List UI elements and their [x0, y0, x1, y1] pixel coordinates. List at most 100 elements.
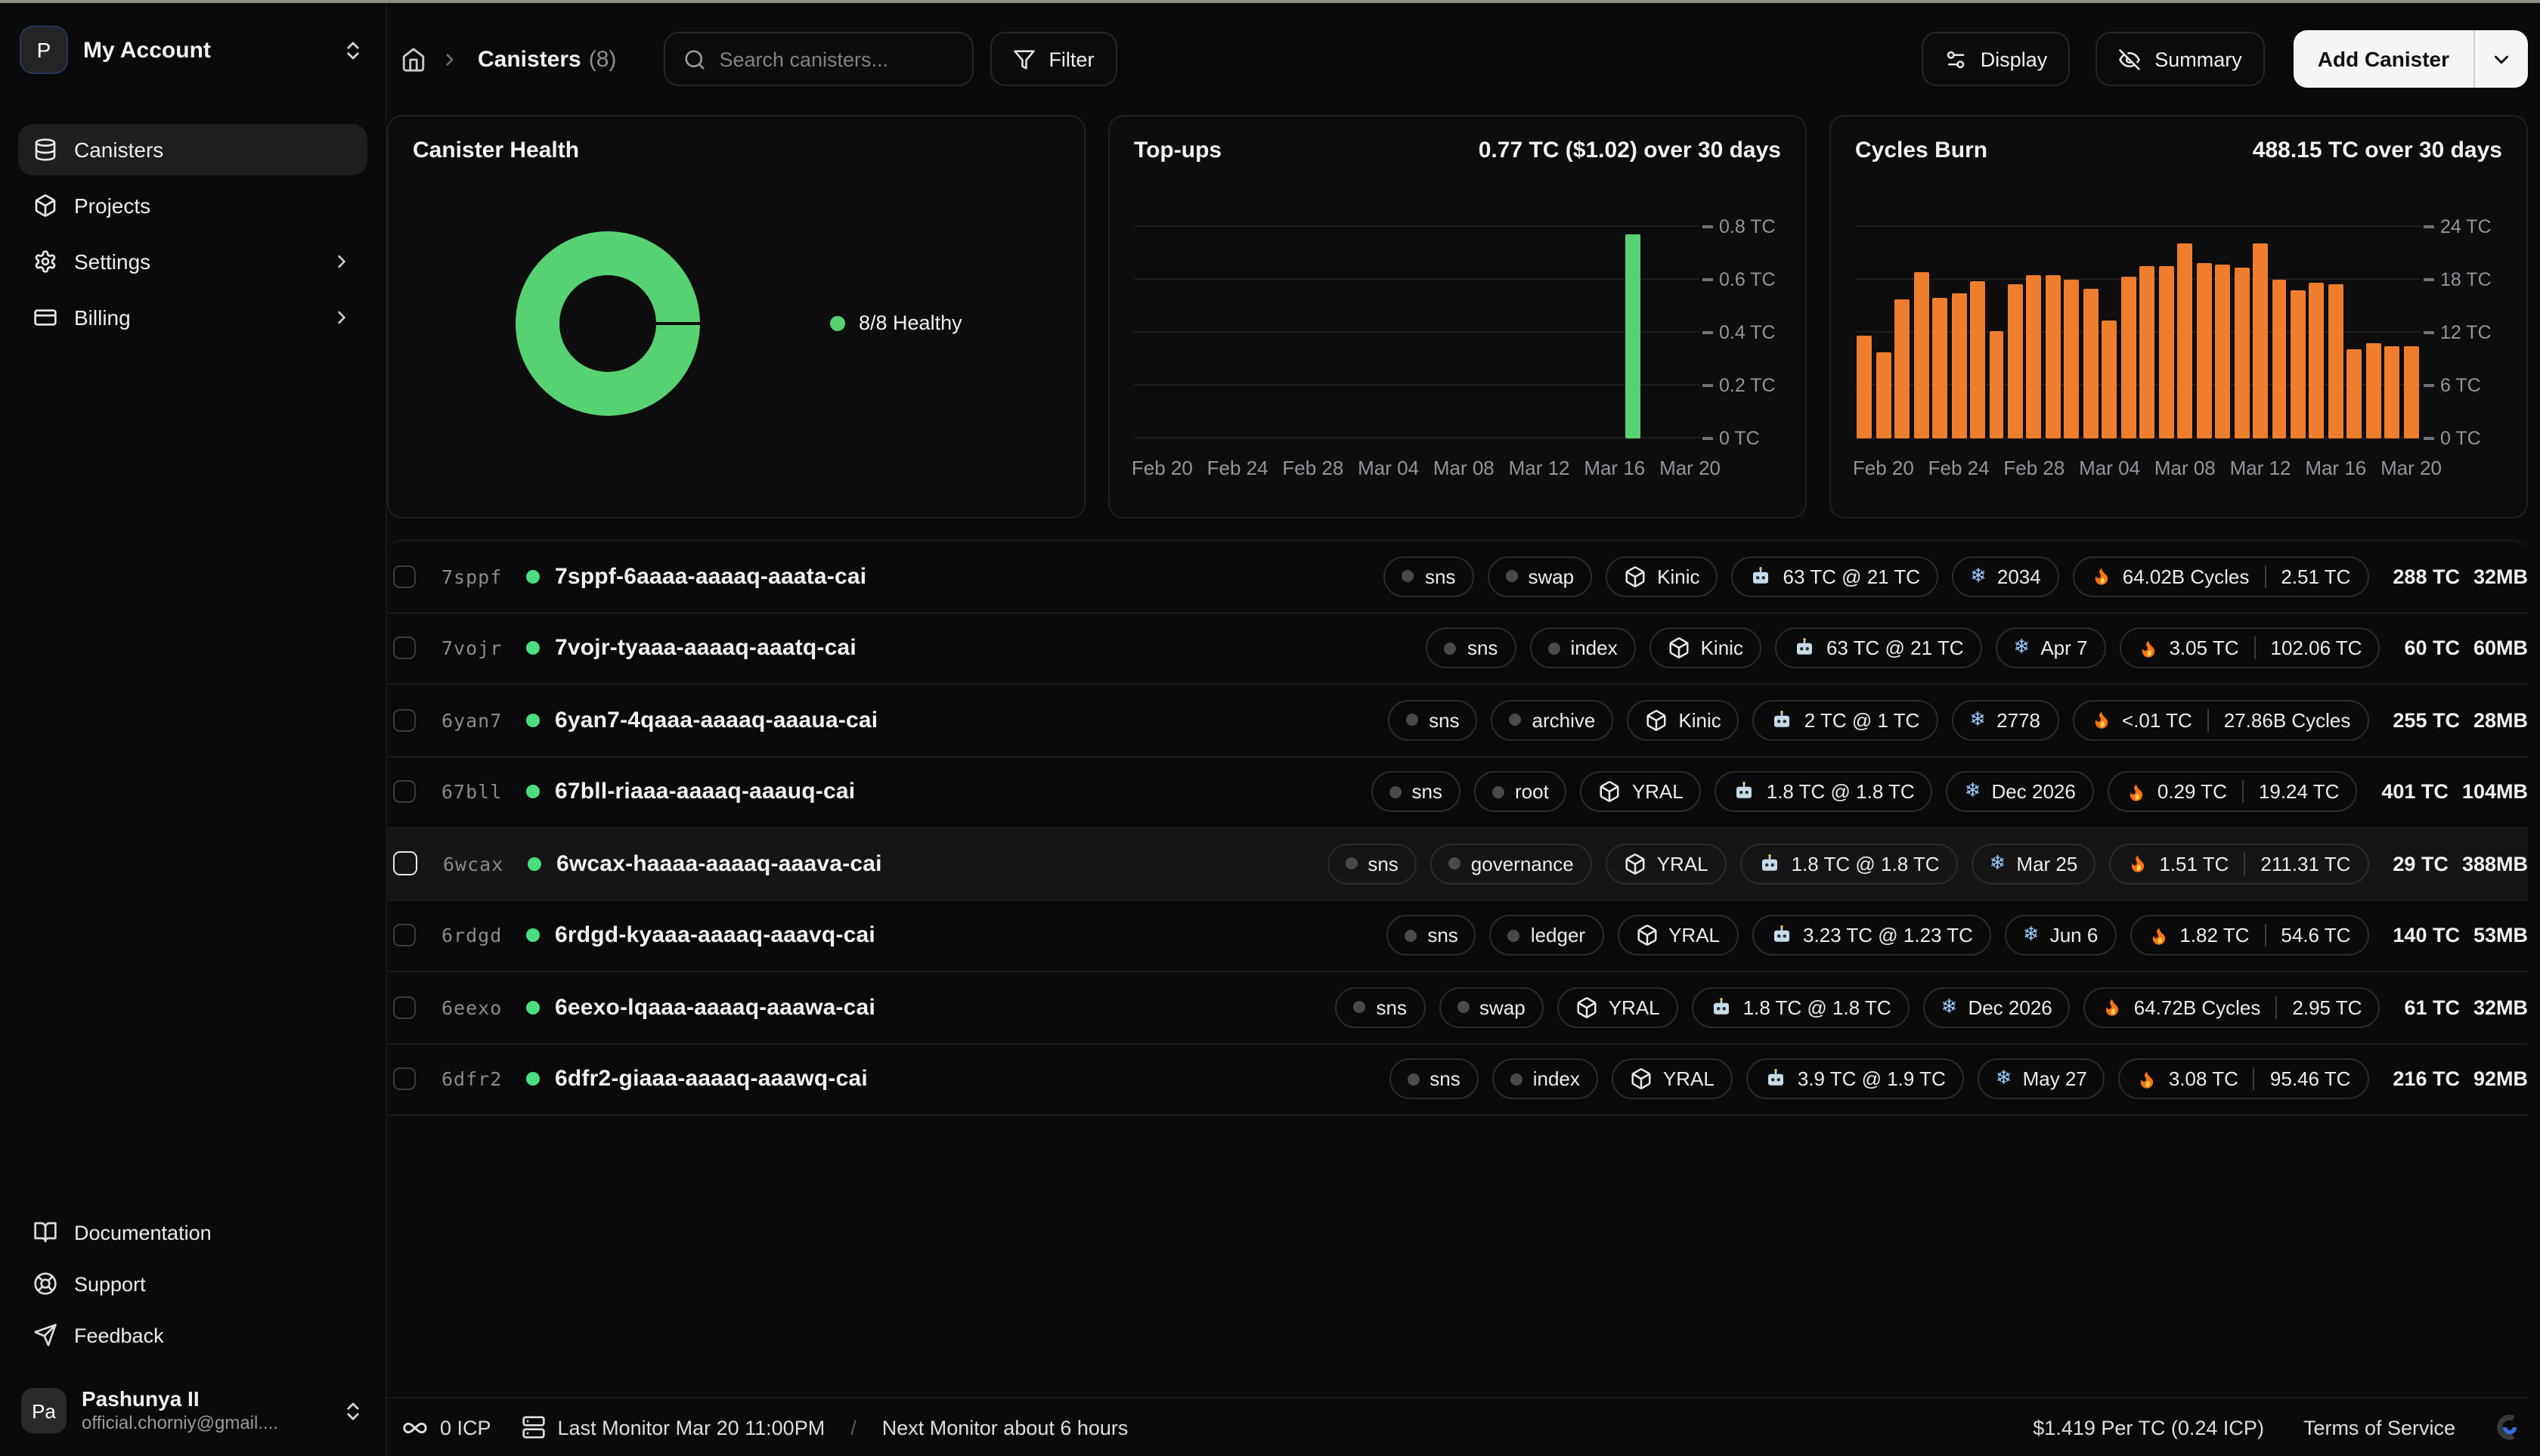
- burn-pill[interactable]: <.01 TC 27.86B Cycles: [2072, 699, 2369, 741]
- canister-id: 6eexo-lqaaa-aaaaq-aaawa-cai: [555, 994, 875, 1021]
- row-checkbox[interactable]: [393, 851, 417, 876]
- table-row[interactable]: 7sppf 7sppf-6aaaa-aaaaq-aaata-cai sns swap K…: [387, 541, 2528, 613]
- freeze-pill[interactable]: ❄ Apr 7: [1995, 627, 2106, 669]
- tag-pill[interactable]: archive: [1491, 699, 1614, 741]
- search-input[interactable]: [719, 48, 954, 70]
- freeze-pill[interactable]: ❄ May 27: [1977, 1058, 2105, 1100]
- tag-pill[interactable]: sns: [1371, 771, 1460, 813]
- burn-pill[interactable]: 64.72B Cycles 2.95 TC: [2083, 987, 2380, 1028]
- topup-rule-pill[interactable]: 63 TC @ 21 TC: [1731, 556, 1939, 597]
- tag-pill[interactable]: sns: [1327, 843, 1417, 884]
- sidebar-item-canisters[interactable]: Canisters: [18, 124, 367, 175]
- tag-pill[interactable]: sns: [1335, 987, 1425, 1028]
- tag-pill[interactable]: ledger: [1489, 915, 1604, 956]
- freeze-pill[interactable]: ❄ Dec 2026: [1922, 987, 2071, 1028]
- project-pill[interactable]: Kinic: [1606, 556, 1718, 597]
- user-menu[interactable]: Pa Pashunya II official.chorniy@gmail...…: [21, 1386, 364, 1435]
- row-checkbox[interactable]: [393, 780, 416, 804]
- row-checkbox[interactable]: [393, 708, 416, 732]
- burn-pill[interactable]: 64.02B Cycles 2.51 TC: [2072, 556, 2369, 597]
- sidebar-item-settings[interactable]: Settings: [18, 236, 367, 287]
- table-row[interactable]: 6yan7 6yan7-4qaaa-aaaaq-aaaua-cai sns archi…: [387, 685, 2528, 757]
- summary-button[interactable]: Summary: [2096, 32, 2265, 86]
- freeze-pill[interactable]: ❄ Jun 6: [2004, 915, 2117, 956]
- account-switcher[interactable]: P My Account: [21, 21, 364, 79]
- topup-rule-pill[interactable]: 2 TC @ 1 TC: [1752, 699, 1938, 741]
- sidebar-item-documentation[interactable]: Documentation: [18, 1211, 367, 1253]
- sidebar-item-billing[interactable]: Billing: [18, 292, 367, 343]
- table-row[interactable]: 6wcax 6wcax-haaaa-aaaaq-aaava-cai sns gover…: [387, 829, 2528, 900]
- box-icon: [1635, 925, 1658, 947]
- tag-label: governance: [1470, 852, 1574, 875]
- project-pill[interactable]: YRAL: [1605, 843, 1727, 884]
- topup-rule-value: 3.23 TC @ 1.23 TC: [1803, 924, 1973, 947]
- tag-pill[interactable]: sns: [1389, 1058, 1479, 1100]
- tag-pill[interactable]: swap: [1439, 987, 1544, 1028]
- row-checkbox[interactable]: [393, 565, 416, 588]
- tag-pill[interactable]: sns: [1386, 915, 1476, 956]
- home-icon[interactable]: [401, 46, 426, 72]
- project-pill[interactable]: Kinic: [1627, 699, 1739, 741]
- terms-of-service-link[interactable]: Terms of Service: [2303, 1416, 2455, 1439]
- project-pill[interactable]: Kinic: [1649, 627, 1761, 669]
- y-tick-label: 0.2 TC: [1702, 375, 1776, 396]
- tag-dot: [1406, 714, 1419, 726]
- box-icon: [1599, 781, 1622, 804]
- tag-pill[interactable]: sns: [1383, 556, 1474, 597]
- table-row[interactable]: 6eexo 6eexo-lqaaa-aaaaq-aaawa-cai sns swap Y…: [387, 972, 2528, 1044]
- row-checkbox[interactable]: [393, 1067, 416, 1091]
- sidebar-item-feedback[interactable]: Feedback: [18, 1314, 367, 1356]
- topup-rule-pill[interactable]: 1.8 TC @ 1.8 TC: [1714, 771, 1933, 813]
- cycles-balance: 140 TC: [2393, 924, 2460, 947]
- table-row[interactable]: 6dfr2 6dfr2-giaaa-aaaaq-aaawq-cai sns index…: [387, 1044, 2528, 1116]
- tag-pill[interactable]: root: [1474, 771, 1567, 813]
- burn-pill[interactable]: 3.05 TC 102.06 TC: [2119, 627, 2380, 669]
- freeze-pill[interactable]: ❄ 2034: [1952, 556, 2059, 597]
- tag-pill[interactable]: sns: [1388, 699, 1478, 741]
- topup-rule-pill[interactable]: 3.23 TC @ 1.23 TC: [1752, 915, 1991, 956]
- row-checkbox[interactable]: [393, 637, 416, 660]
- burn-pill[interactable]: 1.51 TC 211.31 TC: [2109, 843, 2369, 884]
- add-canister-menu-button[interactable]: [2473, 30, 2528, 88]
- project-pill[interactable]: YRAL: [1580, 771, 1702, 813]
- table-row[interactable]: 7vojr 7vojr-tyaaa-aaaaq-aaatq-cai sns index…: [387, 613, 2528, 685]
- sidebar-item-projects[interactable]: Projects: [18, 180, 367, 231]
- search-box[interactable]: [663, 32, 974, 86]
- tag-dot: [1509, 714, 1522, 726]
- sidebar-nav: Canisters Projects Settings: [18, 124, 367, 343]
- topup-rule-pill[interactable]: 1.8 TC @ 1.8 TC: [1739, 843, 1958, 884]
- tag-pill[interactable]: swap: [1487, 556, 1593, 597]
- topup-rule-pill[interactable]: 3.9 TC @ 1.9 TC: [1745, 1058, 1964, 1100]
- project-pill[interactable]: YRAL: [1557, 987, 1678, 1028]
- project-pill[interactable]: YRAL: [1611, 1058, 1733, 1100]
- tag-pill[interactable]: index: [1529, 627, 1636, 669]
- tag-dot: [1407, 1073, 1420, 1086]
- burn-pill[interactable]: 0.29 TC 19.24 TC: [2107, 771, 2358, 813]
- sidebar-item-support[interactable]: Support: [18, 1262, 367, 1305]
- flame-icon: [2148, 925, 2169, 946]
- project-pill[interactable]: YRAL: [1617, 915, 1739, 956]
- canister-id: 7sppf-6aaaa-aaaaq-aaata-cai: [555, 563, 867, 590]
- burn-pill[interactable]: 1.82 TC 54.6 TC: [2130, 915, 2369, 956]
- x-tick-label: Mar 12: [1508, 457, 1570, 479]
- chevrons-up-down-icon: [342, 39, 364, 61]
- display-button[interactable]: Display: [1921, 32, 2071, 86]
- summary-label: Summary: [2154, 48, 2242, 70]
- filter-button[interactable]: Filter: [990, 32, 1117, 86]
- row-checkbox[interactable]: [393, 924, 416, 947]
- freeze-pill[interactable]: ❄ Mar 25: [1971, 843, 2096, 884]
- topup-rule-pill[interactable]: 1.8 TC @ 1.8 TC: [1691, 987, 1910, 1028]
- topup-rule-value: 3.9 TC @ 1.9 TC: [1797, 1067, 1946, 1091]
- tag-pill[interactable]: index: [1491, 1058, 1598, 1100]
- table-row[interactable]: 6rdgd 6rdgd-kyaaa-aaaaq-aaavq-cai sns ledge…: [387, 900, 2528, 972]
- table-row[interactable]: 67bll 67bll-riaaa-aaaaq-aaauq-cai sns root Y…: [387, 757, 2528, 829]
- tag-pill[interactable]: sns: [1426, 627, 1516, 669]
- burn-pill[interactable]: 3.08 TC 95.46 TC: [2118, 1058, 2369, 1100]
- row-checkbox[interactable]: [393, 996, 416, 1019]
- add-canister-button[interactable]: Add Canister: [2317, 47, 2449, 71]
- topup-rule-pill[interactable]: 63 TC @ 21 TC: [1774, 627, 1982, 669]
- tag-pill[interactable]: governance: [1430, 843, 1592, 884]
- chart-bar: [2196, 262, 2212, 438]
- freeze-pill[interactable]: ❄ Dec 2026: [1946, 771, 2094, 813]
- freeze-pill[interactable]: ❄ 2778: [1951, 699, 2058, 741]
